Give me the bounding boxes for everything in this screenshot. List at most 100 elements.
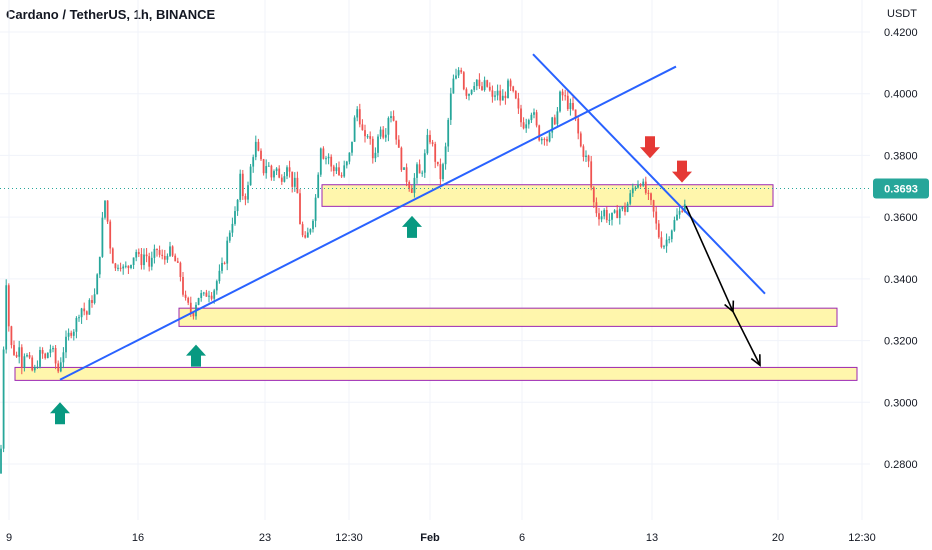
candle-body (236, 199, 239, 212)
candle-body (46, 352, 49, 359)
candle-body (130, 265, 132, 269)
candle-body (499, 90, 502, 101)
candle-body (278, 168, 281, 178)
candle-body (145, 254, 148, 257)
candle-body (114, 263, 117, 269)
y-tick-label: 0.3800 (884, 150, 918, 162)
falling-resistance (532, 53, 766, 295)
candle-body (36, 366, 39, 368)
candle-body (23, 356, 26, 368)
candle-body (683, 204, 686, 212)
candle-body (444, 146, 447, 165)
candle-body (215, 281, 218, 291)
candle-body (218, 270, 221, 282)
candle-body (283, 176, 286, 182)
candle-body (148, 256, 151, 267)
candle-body (566, 95, 569, 110)
candle-body (400, 147, 403, 170)
candle-body (343, 165, 346, 177)
candle-body (228, 232, 231, 241)
candle-body (70, 332, 73, 336)
candle-body (7, 285, 10, 327)
candle-body (213, 290, 216, 299)
y-tick-label: 0.2800 (884, 459, 918, 471)
candle-body (5, 285, 8, 350)
candle-body (153, 248, 156, 258)
candle-body (223, 262, 226, 264)
candle-body (187, 297, 190, 303)
candle-body (13, 345, 15, 355)
candle-body (668, 239, 671, 241)
candle-body (507, 80, 509, 99)
candle-body (434, 143, 437, 162)
candle-body (280, 177, 283, 182)
candle-body (605, 209, 608, 221)
last-price-label: 0.3693 (884, 183, 918, 195)
candle-body (618, 209, 621, 219)
candle-body (176, 261, 179, 263)
candle-body (221, 262, 223, 271)
candle-body (501, 95, 504, 101)
candle-body (208, 295, 210, 297)
candle-body (621, 206, 624, 210)
candle-body (421, 172, 424, 174)
candle-body (143, 254, 145, 266)
candle-body (439, 164, 442, 180)
candle-body (377, 136, 379, 153)
candle-body (156, 248, 158, 251)
projection-line (732, 311, 761, 366)
candle-body (304, 235, 307, 238)
candle-body (273, 171, 275, 178)
candle-body (452, 78, 455, 94)
candle-body (678, 210, 681, 215)
candle-body (436, 161, 439, 165)
candle-body (626, 203, 629, 212)
candle-body (254, 141, 257, 158)
candle-body (192, 313, 195, 317)
candle-body (275, 168, 278, 172)
candle-body (301, 224, 304, 236)
candle-body (262, 159, 265, 174)
x-tick-label: 12:30 (335, 532, 363, 544)
price-axis-unit: USDT (887, 8, 917, 20)
candle-body (78, 317, 80, 319)
resistance-zone (321, 184, 774, 207)
candle-body (200, 293, 203, 298)
candle-body (59, 362, 62, 372)
candle-body (514, 91, 517, 99)
candle-body (457, 70, 460, 76)
candle-body (540, 138, 543, 141)
candle-body (117, 267, 119, 269)
candle-body (665, 239, 668, 247)
candle-body (369, 136, 372, 139)
candle-body (569, 102, 572, 110)
candle-body (676, 214, 678, 221)
candle-body (286, 167, 288, 177)
candle-body (600, 216, 603, 220)
candle-body (364, 130, 366, 137)
candle-body (197, 297, 200, 305)
candle-body (296, 177, 299, 194)
down-arrow-icon (640, 136, 660, 159)
candle-body (202, 292, 205, 294)
candle-body (579, 133, 582, 147)
candle-body (267, 165, 270, 167)
up-arrow-icon (402, 215, 422, 238)
candle-body (382, 129, 385, 138)
candle-body (595, 202, 598, 214)
candle-body (309, 229, 312, 233)
candle-body (234, 211, 236, 224)
candle-body (247, 185, 249, 200)
candle-body (397, 139, 400, 148)
candle-body (478, 79, 481, 87)
candle-body (551, 117, 554, 133)
candle-body (28, 355, 31, 358)
candle-body (270, 165, 273, 178)
candle-body (577, 118, 580, 134)
candle-body (681, 210, 684, 212)
candle-body (663, 246, 665, 248)
candle-body (655, 211, 658, 224)
candle-body (408, 181, 411, 189)
candle-body (33, 367, 36, 371)
